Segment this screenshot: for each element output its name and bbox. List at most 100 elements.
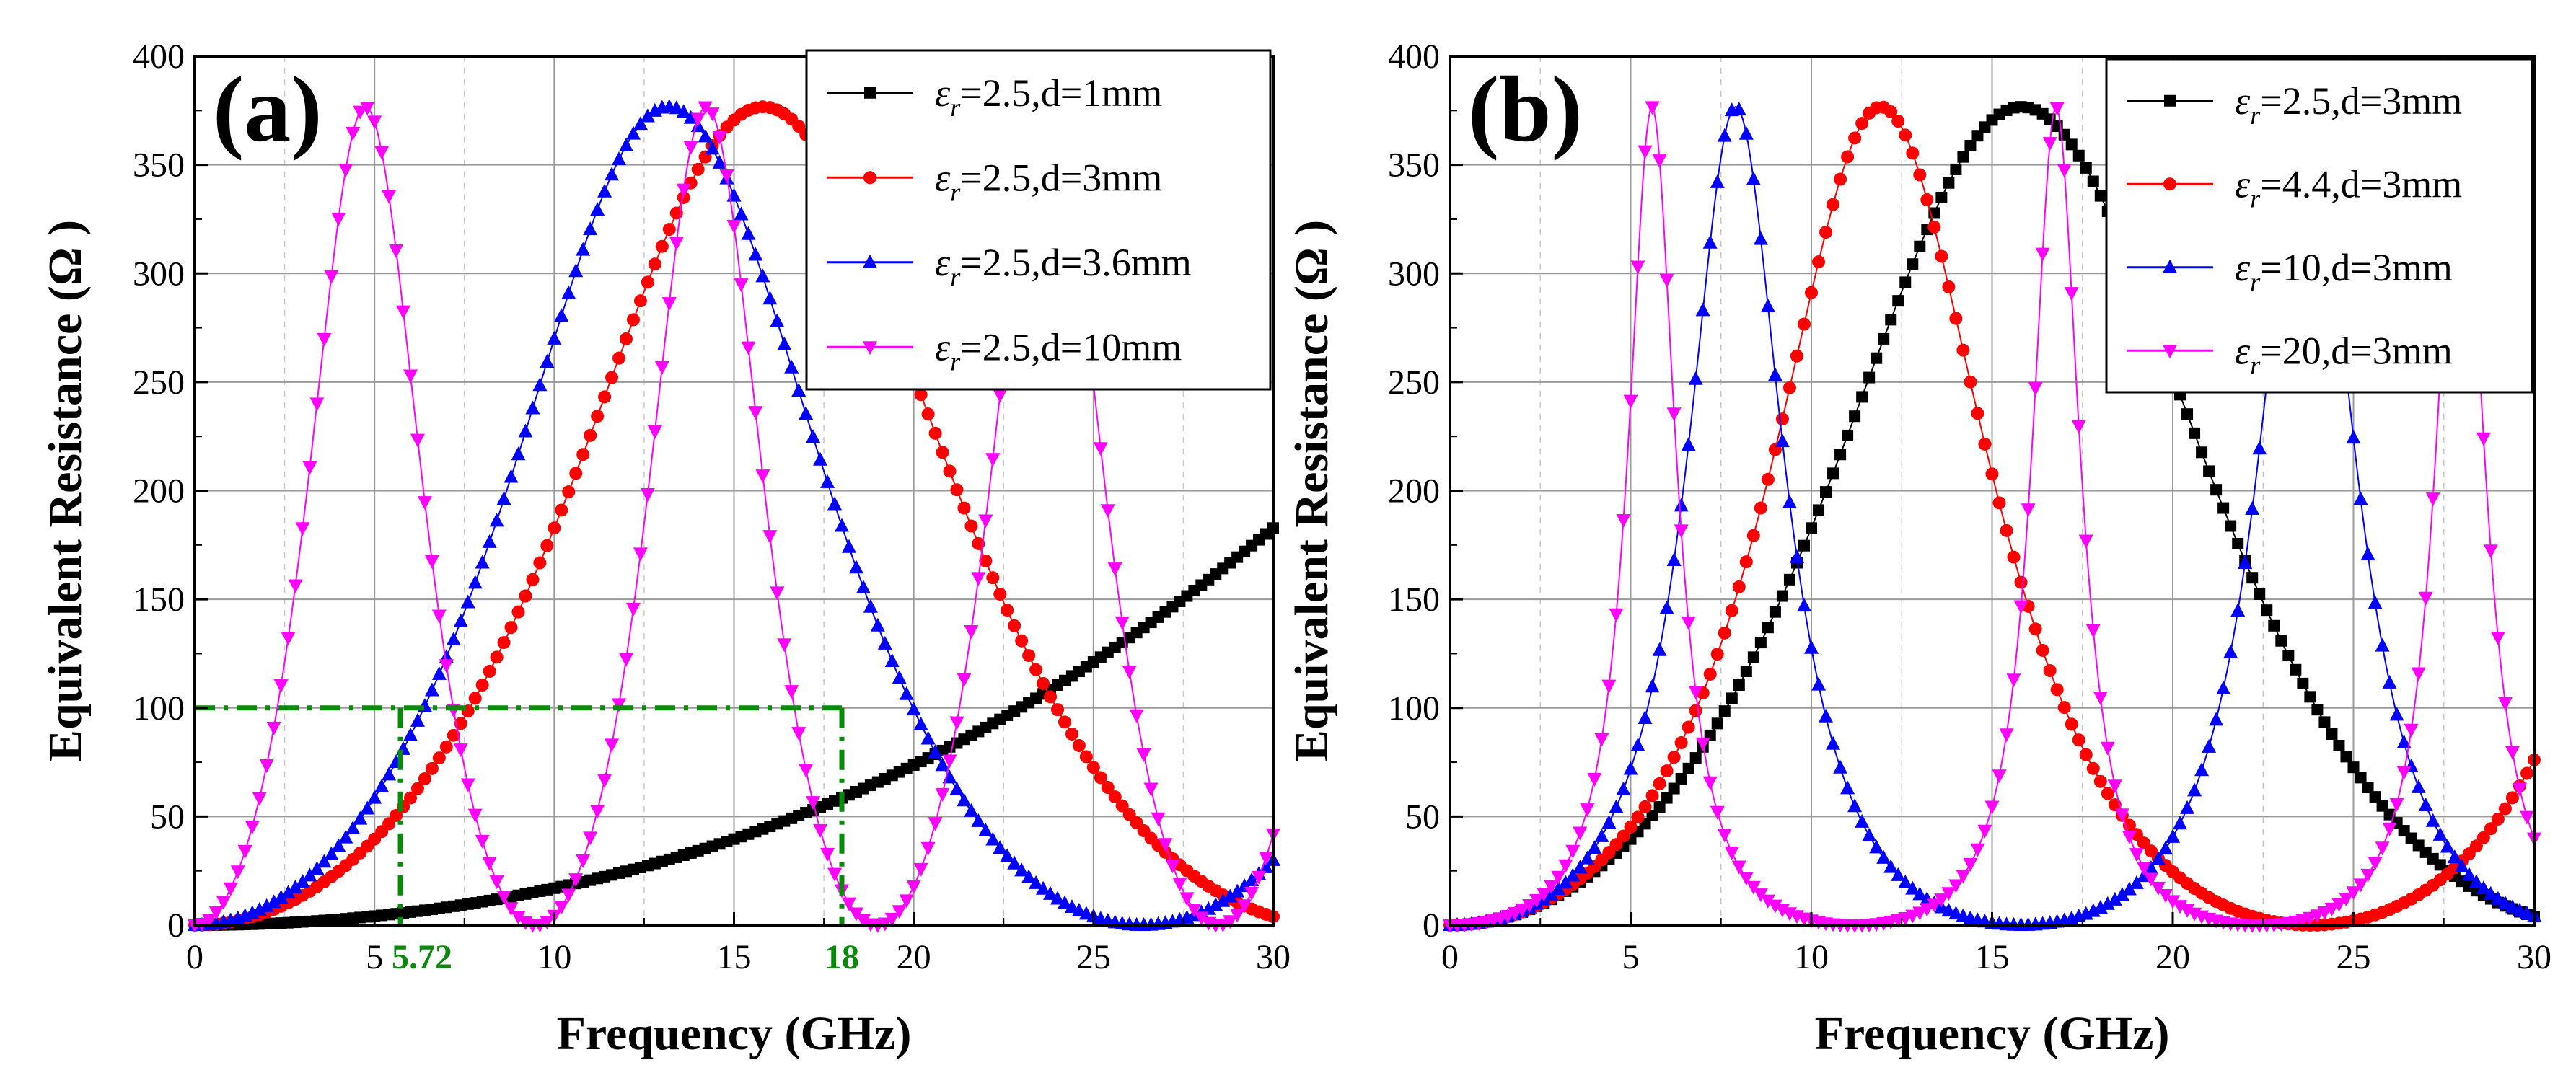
data-point (2268, 619, 2280, 632)
data-point (467, 808, 483, 823)
y-tick-label: 250 (1388, 363, 1440, 402)
data-point (2469, 874, 2484, 888)
data-point (2065, 138, 2078, 151)
legend-marker (2163, 345, 2177, 359)
data-point (1661, 792, 1673, 804)
data-point (2362, 782, 2374, 794)
legend-subscript: r (2250, 350, 2261, 379)
legend-subscript: r (950, 177, 961, 206)
data-point (561, 285, 576, 299)
data-point (935, 757, 950, 772)
legend-epsilon: ε (935, 156, 951, 199)
data-point (964, 803, 979, 817)
data-point (612, 351, 626, 365)
data-point (1775, 904, 1790, 918)
data-point (1883, 859, 1899, 873)
legend-series-name: =2.5,d=3mm (2260, 79, 2462, 123)
data-point (655, 239, 669, 253)
data-point (540, 354, 555, 368)
data-point (949, 716, 964, 730)
x-tick-label: 30 (1256, 938, 1291, 976)
data-point (1834, 449, 1847, 461)
data-point (2181, 408, 2194, 420)
data-point (2007, 550, 2021, 564)
data-point (648, 257, 661, 271)
data-point (1731, 860, 1746, 875)
data-point (777, 638, 792, 653)
data-point (784, 359, 799, 374)
data-point (978, 514, 993, 529)
data-point (1107, 562, 1122, 577)
data-point (1963, 858, 1978, 872)
data-point (1942, 280, 1956, 293)
legend-subscript: r (950, 262, 961, 291)
data-point (1187, 904, 1202, 918)
legend-series-name: =2.5,d=3mm (960, 156, 1162, 199)
data-point (1783, 573, 1795, 586)
data-point (1129, 709, 1144, 723)
data-point (374, 146, 390, 160)
data-point (841, 897, 856, 911)
data-point (734, 278, 749, 293)
data-point (2122, 831, 2137, 845)
data-point (1943, 177, 1955, 189)
data-point (820, 847, 835, 862)
legend-epsilon: ε (2235, 329, 2251, 372)
data-point (2282, 650, 2295, 662)
data-point (813, 823, 828, 838)
data-point (1798, 539, 1810, 552)
legend-epsilon: ε (2235, 246, 2251, 289)
data-point (374, 778, 390, 792)
data-point (309, 397, 325, 412)
data-point (920, 730, 936, 745)
data-point (1855, 117, 1869, 131)
y-tick-label: 300 (133, 255, 185, 293)
legend-box (805, 49, 1272, 391)
data-point (2057, 701, 2071, 715)
data-point (2483, 885, 2498, 900)
legend-marker (2164, 94, 2176, 107)
data-point (2317, 906, 2332, 920)
data-point (1037, 676, 1050, 690)
legend-item: εr=20,d=3mm (2127, 329, 2453, 379)
panel-a: 5.72 180 5 10 15 20 25 300501001502002503003504… (39, 37, 1291, 1060)
data-point (2202, 738, 2217, 753)
legend-item: εr=2.5,d=1mm (827, 71, 1162, 122)
data-point (906, 880, 921, 894)
data-point (288, 579, 303, 593)
data-point (1710, 805, 1725, 820)
data-point (1136, 748, 1151, 762)
legend-epsilon: ε (2235, 162, 2251, 206)
data-point (597, 774, 612, 788)
data-point (1717, 128, 1732, 142)
data-point (993, 389, 1008, 403)
data-point (1688, 685, 1703, 699)
data-point (2143, 872, 2158, 887)
data-point (1681, 616, 1696, 630)
data-point (1201, 901, 1216, 915)
data-point (382, 190, 397, 204)
data-point (2042, 137, 2057, 151)
data-point (2382, 822, 2397, 836)
data-point (677, 190, 690, 204)
data-point (1616, 514, 1631, 529)
data-point (504, 469, 519, 483)
data-point (662, 223, 676, 237)
y-tick-label: 0 (1423, 906, 1440, 945)
data-point (2049, 102, 2065, 116)
data-point (2150, 851, 2166, 865)
data-point (2520, 766, 2533, 780)
data-point (1594, 828, 1609, 842)
data-point (1935, 191, 1948, 203)
x-tick-label: 10 (537, 938, 571, 976)
data-point (2100, 741, 2115, 756)
x-tick-label: 10 (1794, 938, 1829, 976)
data-point (1949, 312, 1963, 325)
data-point (2143, 860, 2158, 875)
data-point (964, 519, 978, 533)
data-point (266, 894, 281, 909)
data-point (691, 162, 705, 176)
data-point (690, 112, 705, 127)
data-point (827, 867, 843, 882)
data-point (856, 579, 871, 593)
